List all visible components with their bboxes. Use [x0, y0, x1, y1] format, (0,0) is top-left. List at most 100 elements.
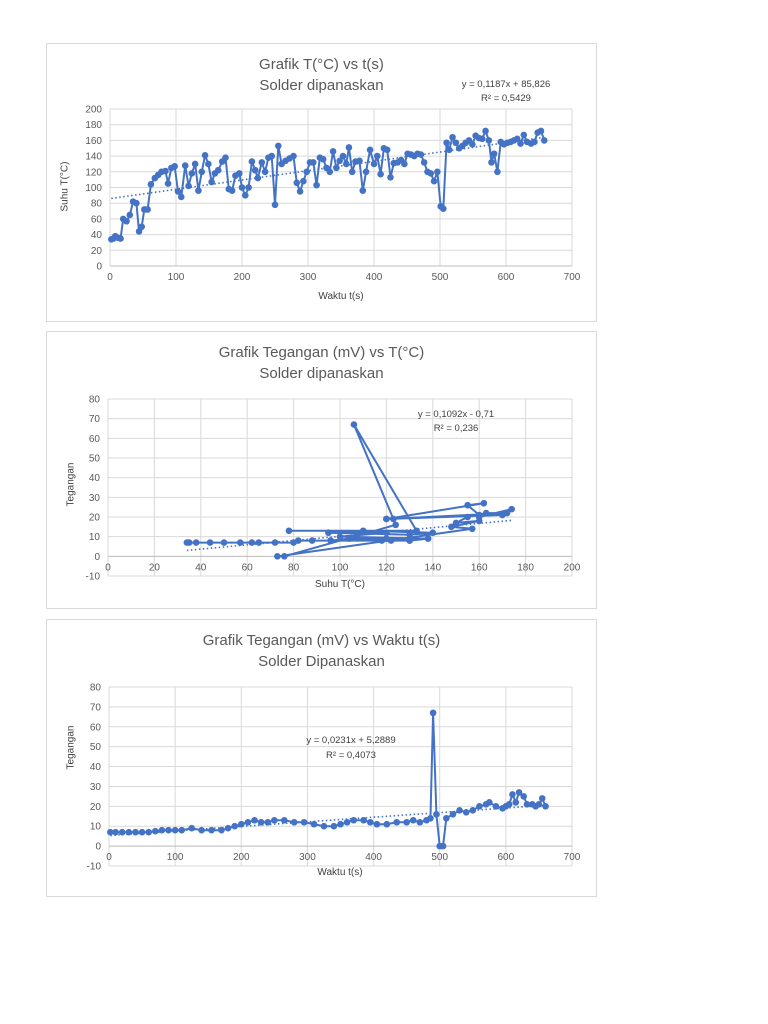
data-point	[505, 801, 513, 808]
y-tick-label: 30	[89, 493, 101, 504]
data-point	[218, 826, 225, 834]
y-tick-label: 60	[89, 434, 101, 445]
y-tick-label: 140	[85, 152, 102, 163]
trendline-equation: y = 0,1092x - 0,71	[417, 409, 495, 420]
data-point	[462, 809, 470, 816]
y-tick-label: 30	[90, 782, 102, 793]
data-point	[494, 168, 501, 176]
trendline-r2: R² = 0,236	[433, 423, 479, 434]
data-point	[383, 515, 390, 523]
data-point	[206, 539, 214, 546]
y-tick-label: 70	[90, 702, 102, 713]
data-point	[251, 816, 258, 824]
data-point	[319, 155, 327, 163]
y-tick-label: 50	[90, 742, 102, 753]
x-tick-label: 700	[564, 852, 581, 863]
data-point	[443, 814, 450, 822]
data-point	[325, 529, 332, 537]
y-tick-label: 50	[89, 454, 101, 465]
data-point	[300, 177, 307, 185]
x-tick-label: 0	[107, 272, 113, 283]
data-point	[440, 205, 447, 212]
data-point	[285, 527, 293, 535]
data-point	[485, 137, 493, 144]
data-point	[464, 513, 471, 521]
plot-svg: -10 0 10 20 30 40 50 60 70 80 0 100 200 300 400 500 600 7…	[87, 683, 581, 873]
y-tick-label: 20	[91, 246, 103, 257]
x-axis-label: Suhu T(°C)	[315, 579, 365, 590]
data-point	[433, 810, 440, 818]
y-tick-label: 10	[90, 822, 102, 833]
data-point	[336, 157, 343, 165]
data-point	[456, 807, 463, 814]
data-point	[201, 152, 209, 159]
data-point	[198, 826, 205, 834]
data-point	[123, 217, 130, 225]
data-point	[350, 816, 358, 824]
data-point	[327, 537, 335, 544]
x-tick-label: 400	[365, 852, 382, 863]
x-tick-label: 100	[332, 562, 349, 573]
data-point	[326, 168, 334, 176]
data-point	[333, 164, 340, 172]
data-point	[409, 816, 417, 824]
data-point	[208, 178, 215, 186]
y-tick-label: 60	[91, 214, 103, 225]
data-point	[387, 537, 395, 544]
data-point	[401, 160, 408, 168]
data-point	[310, 820, 318, 828]
y-tick-label: 20	[90, 802, 102, 813]
data-point	[449, 133, 456, 141]
data-point	[308, 537, 316, 544]
data-point	[480, 499, 488, 507]
data-point	[469, 807, 477, 814]
data-point	[508, 505, 515, 513]
data-point	[513, 135, 521, 143]
x-tick-label: 400	[366, 272, 383, 283]
data-point	[520, 793, 528, 800]
data-point	[523, 801, 531, 808]
data-point	[468, 525, 476, 533]
y-tick-label: 180	[85, 120, 102, 131]
data-point	[383, 146, 391, 154]
plot-svg: 0 20 40 60 80 100 120 140 160 180 200 0 100 200 300 400…	[85, 105, 580, 284]
y-tick-label: -10	[86, 572, 101, 583]
y-tick-label: 80	[89, 395, 101, 406]
data-point	[350, 421, 358, 428]
data-point	[280, 816, 288, 824]
x-tick-label: 40	[195, 562, 207, 573]
data-point	[330, 822, 338, 830]
data-point	[174, 188, 182, 195]
data-point	[236, 170, 243, 177]
data-point	[478, 135, 486, 143]
x-tick-label: 120	[378, 562, 395, 573]
data-point	[244, 818, 252, 826]
data-point	[132, 828, 139, 836]
data-point	[320, 822, 328, 830]
chart-title: Grafik T(°C) vs t(s)	[259, 56, 384, 73]
data-point	[290, 818, 298, 826]
data-point	[430, 177, 438, 185]
data-point	[452, 139, 460, 147]
data-point	[383, 820, 391, 828]
data-point	[107, 828, 114, 836]
data-point	[476, 803, 483, 810]
data-point	[537, 127, 545, 135]
data-point	[492, 803, 500, 810]
data-point	[374, 152, 381, 160]
y-axis-label: Tegangan	[65, 462, 77, 507]
data-point	[177, 193, 185, 201]
data-point	[339, 152, 347, 160]
data-point	[248, 158, 256, 165]
data-point	[342, 160, 350, 168]
data-point	[303, 168, 310, 176]
data-point	[125, 828, 133, 836]
data-point	[429, 529, 437, 537]
data-point	[171, 163, 178, 170]
data-point	[185, 539, 193, 546]
x-tick-label: 0	[105, 562, 111, 573]
chart-title: Grafik Tegangan (mV) vs Waktu t(s)	[202, 632, 441, 649]
data-point	[348, 168, 356, 176]
data-point	[191, 160, 199, 168]
data-point	[464, 501, 471, 509]
